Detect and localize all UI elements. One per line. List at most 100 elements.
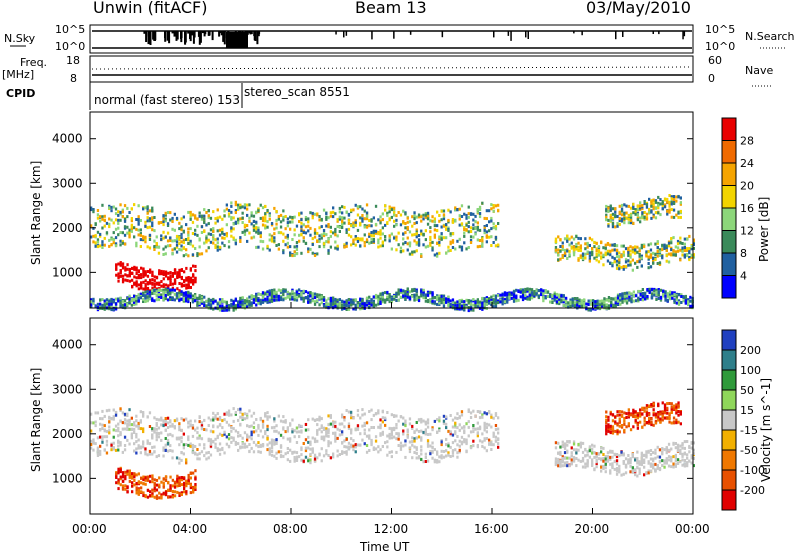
echo-cell bbox=[377, 241, 380, 245]
echo-cell bbox=[123, 242, 127, 246]
echo-cell bbox=[185, 223, 188, 227]
echo-cell bbox=[114, 212, 118, 216]
nsky-dropout bbox=[493, 31, 495, 38]
echo-cell bbox=[483, 228, 486, 232]
echo-cell bbox=[625, 291, 629, 295]
echo-cell bbox=[438, 235, 441, 239]
echo-cell bbox=[322, 304, 326, 308]
echo-cell bbox=[316, 429, 319, 433]
echo-cell bbox=[318, 226, 321, 230]
echo-cell bbox=[636, 208, 639, 212]
echo-cell bbox=[566, 238, 569, 242]
echo-cell bbox=[194, 428, 197, 432]
echo-cell bbox=[275, 424, 278, 428]
echo-cell bbox=[191, 253, 195, 257]
echo-cell bbox=[313, 231, 317, 235]
echo-cell bbox=[216, 248, 219, 252]
echo-cell bbox=[175, 436, 179, 440]
echo-cell bbox=[675, 199, 678, 203]
nsky-dropout bbox=[220, 31, 223, 36]
echo-cell bbox=[117, 434, 120, 438]
echo-cell bbox=[648, 210, 651, 214]
echo-cell bbox=[629, 220, 633, 224]
echo-cell bbox=[415, 232, 418, 236]
echo-cell bbox=[266, 297, 269, 301]
echo-cell bbox=[110, 443, 113, 447]
echo-cell bbox=[133, 421, 136, 425]
echo-cell bbox=[613, 260, 616, 264]
echo-cell bbox=[646, 288, 649, 291]
echo-cell bbox=[252, 440, 256, 444]
echo-cell bbox=[618, 222, 621, 226]
echo-cell bbox=[465, 442, 468, 446]
echo-cell bbox=[393, 428, 396, 432]
echo-cell bbox=[442, 213, 446, 217]
echo-cell bbox=[620, 203, 624, 207]
echo-cell bbox=[332, 210, 335, 214]
echo-cell bbox=[363, 302, 366, 306]
echo-cell bbox=[363, 421, 366, 425]
echo-cell bbox=[622, 244, 625, 248]
echo-cell bbox=[180, 269, 183, 272]
echo-cell bbox=[230, 204, 233, 208]
echo-cell bbox=[171, 288, 174, 292]
echo-cell bbox=[663, 205, 667, 209]
echo-cell bbox=[293, 245, 296, 249]
echo-cell bbox=[687, 300, 690, 304]
echo-cell bbox=[649, 255, 653, 259]
echo-cell bbox=[343, 303, 346, 306]
echo-cell bbox=[119, 274, 122, 278]
nsky-dropout bbox=[581, 31, 583, 36]
echo-cell bbox=[149, 281, 152, 285]
echo-cell bbox=[137, 204, 140, 208]
echo-cell bbox=[411, 224, 414, 228]
echo-cell bbox=[257, 231, 260, 235]
echo-cell bbox=[433, 458, 436, 462]
echo-cell bbox=[252, 214, 256, 218]
echo-cell bbox=[397, 419, 400, 423]
echo-cell bbox=[677, 301, 681, 305]
echo-cell bbox=[393, 435, 396, 439]
echo-cell bbox=[572, 253, 576, 257]
echo-cell bbox=[327, 440, 330, 444]
nsky-dropout bbox=[147, 31, 150, 37]
echo-cell bbox=[227, 413, 231, 417]
echo-cell bbox=[469, 416, 473, 419]
echo-cell bbox=[415, 451, 418, 455]
echo-cell bbox=[620, 265, 623, 269]
echo-cell bbox=[483, 425, 486, 429]
echo-cell bbox=[309, 447, 312, 451]
echo-cell bbox=[408, 440, 412, 444]
echo-cell bbox=[350, 243, 353, 247]
echo-cell bbox=[121, 280, 125, 284]
echo-cell bbox=[681, 246, 684, 250]
echo-cell bbox=[334, 240, 337, 244]
echo-cell bbox=[196, 252, 199, 256]
echo-cell bbox=[586, 250, 589, 254]
echo-cell bbox=[384, 299, 387, 302]
echo-cell bbox=[624, 265, 628, 269]
echo-cell bbox=[128, 300, 131, 304]
echo-cell bbox=[433, 301, 436, 305]
echo-cell bbox=[223, 432, 226, 436]
echo-cell bbox=[600, 241, 603, 245]
echo-cell bbox=[433, 217, 436, 221]
echo-cell bbox=[433, 233, 436, 237]
echo-cell bbox=[512, 297, 516, 301]
echo-cell bbox=[241, 216, 244, 220]
echo-cell bbox=[139, 410, 142, 414]
echo-cell bbox=[664, 294, 667, 298]
echo-cell bbox=[128, 269, 131, 273]
echo-cell bbox=[223, 236, 226, 240]
echo-cell bbox=[658, 261, 662, 265]
echo-cell bbox=[442, 236, 446, 240]
echo-cell bbox=[426, 439, 430, 443]
echo-cell bbox=[304, 225, 308, 229]
echo-cell bbox=[653, 289, 656, 293]
echo-cell bbox=[142, 297, 145, 301]
echo-cell bbox=[173, 212, 176, 216]
echo-cell bbox=[563, 237, 567, 241]
echo-cell bbox=[307, 217, 310, 221]
echo-cell bbox=[92, 210, 95, 214]
echo-cell bbox=[225, 442, 228, 446]
